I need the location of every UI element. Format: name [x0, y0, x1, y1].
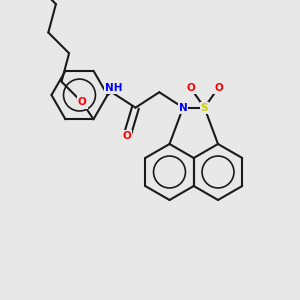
Text: S: S	[201, 103, 208, 112]
Text: NH: NH	[105, 83, 122, 93]
Text: O: O	[186, 82, 195, 93]
Text: O: O	[214, 82, 223, 93]
Text: N: N	[179, 103, 188, 112]
Text: O: O	[123, 130, 131, 141]
Text: O: O	[78, 98, 87, 107]
